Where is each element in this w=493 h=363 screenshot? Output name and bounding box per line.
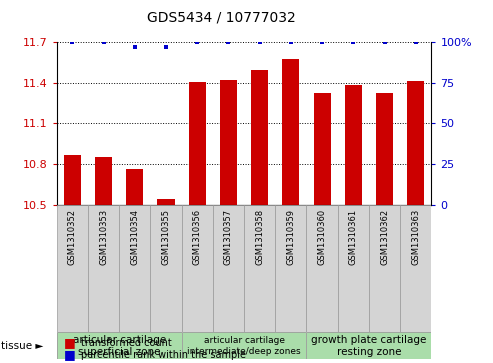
Text: articular cartilage
intermediate/deep zones: articular cartilage intermediate/deep zo… [187,336,301,356]
Text: GSM1310363: GSM1310363 [411,209,420,265]
Bar [157,199,175,205]
Text: GSM1310355: GSM1310355 [162,209,171,265]
Bar [150,205,181,332]
Bar [314,93,331,205]
Point [381,39,388,45]
Bar [275,205,307,332]
Bar [213,205,244,332]
Text: articular cartilage
superficial zone: articular cartilage superficial zone [72,335,166,357]
Bar [400,205,431,332]
Bar [126,170,143,205]
Text: GSM1310352: GSM1310352 [68,209,77,265]
Text: GSM1310357: GSM1310357 [224,209,233,265]
Bar [282,59,299,205]
Point [100,39,107,45]
Bar [64,155,81,205]
Bar [376,93,393,205]
Text: tissue ►: tissue ► [1,341,43,351]
Point [350,39,357,45]
Bar [88,205,119,332]
Text: GSM1310361: GSM1310361 [349,209,358,265]
Text: GSM1310356: GSM1310356 [193,209,202,265]
Text: transformed count: transformed count [81,338,172,348]
Point [131,44,139,50]
Bar [181,205,213,332]
Bar [407,81,424,205]
Bar [57,205,88,332]
Bar [95,157,112,205]
Point [193,39,201,45]
Text: ■: ■ [64,337,76,350]
Bar [189,82,206,205]
Bar [220,80,237,205]
Text: growth plate cartilage
resting zone: growth plate cartilage resting zone [311,335,426,357]
Bar [244,205,275,332]
Text: GDS5434 / 10777032: GDS5434 / 10777032 [147,11,296,25]
Text: GSM1310353: GSM1310353 [99,209,108,265]
Point [318,39,326,45]
Bar [338,205,369,332]
Point [287,39,295,45]
Text: ■: ■ [64,348,76,362]
Point [412,39,420,45]
Text: GSM1310354: GSM1310354 [130,209,139,265]
Text: GSM1310359: GSM1310359 [286,209,295,265]
Bar [307,205,338,332]
Point [69,39,76,45]
Bar [369,205,400,332]
Point [256,39,264,45]
Bar [119,205,150,332]
Bar [251,70,268,205]
Point [224,39,232,45]
Bar [345,85,362,205]
Text: GSM1310360: GSM1310360 [317,209,326,265]
Point [162,44,170,50]
Text: percentile rank within the sample: percentile rank within the sample [81,350,246,360]
Text: GSM1310358: GSM1310358 [255,209,264,265]
Text: GSM1310362: GSM1310362 [380,209,389,265]
